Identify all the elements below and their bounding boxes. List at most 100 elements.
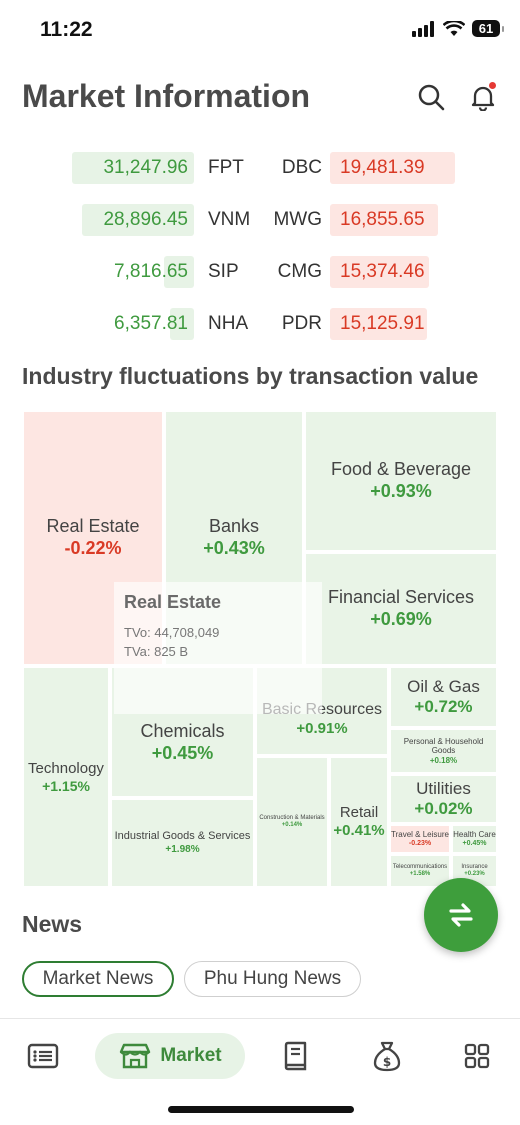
book-icon — [284, 1041, 307, 1071]
tile-change: -0.23% — [408, 839, 432, 847]
ticker-left-symbol: SIP — [208, 261, 239, 282]
notification-dot — [489, 82, 496, 89]
home-indicator — [168, 1106, 354, 1113]
tile-change: +0.45% — [151, 743, 214, 763]
treemap-tile-travel-leisure[interactable]: Travel & Leisure -0.23% — [389, 824, 451, 854]
ticker-right-bar — [330, 308, 427, 340]
tile-change: +0.14% — [281, 822, 303, 828]
treemap-tile-technology[interactable]: Technology +1.15% — [22, 666, 110, 888]
ticker-left-symbol: NHA — [208, 313, 249, 334]
nav-item-book[interactable] — [272, 1033, 318, 1079]
tile-change: -0.22% — [64, 538, 122, 558]
money-bag-icon: $ — [373, 1041, 401, 1072]
ticker-row[interactable]: 31,247.96 FPT DBC 19,481.39 — [0, 152, 520, 188]
tile-change: +1.15% — [42, 777, 90, 794]
nav-item-money-bag[interactable]: $ — [364, 1033, 410, 1079]
ticker-left-value: 28,896.45 — [103, 209, 188, 230]
industry-section-title: Industry fluctuations by transaction val… — [22, 363, 479, 389]
treemap-tile-food-beverage[interactable]: Food & Beverage +0.93% — [304, 410, 498, 552]
tile-name: Real Estate — [46, 516, 140, 537]
switch-fab-button[interactable] — [424, 878, 498, 952]
ticker-right-symbol: DBC — [281, 157, 322, 178]
tile-name: Travel & Leisure — [391, 830, 449, 839]
ticker-right-symbol: PDR — [281, 313, 322, 334]
tab-phu-hung-news[interactable]: Phu Hung News — [184, 961, 361, 997]
status-icons: 61 — [412, 20, 504, 37]
ticker-right-bar — [330, 204, 438, 236]
ticker-row[interactable]: 7,816.65 SIP CMG 15,374.46 — [0, 256, 520, 292]
ticker-right-symbol: MWG — [273, 209, 322, 230]
wifi-icon — [443, 20, 465, 36]
treemap-tile-industrial-goods-services[interactable]: Industrial Goods & Services +1.98% — [110, 798, 255, 888]
tile-name: Chemicals — [140, 721, 225, 742]
tile-name: Utilities — [416, 778, 471, 798]
ticker-right-value: 19,481.39 — [340, 157, 425, 178]
ticker-right-value: 16,855.65 — [340, 209, 425, 230]
grid-icon — [464, 1043, 490, 1069]
treemap-tile-financial-services[interactable]: Financial Services +0.69% — [304, 552, 498, 666]
status-bar: 11:22 61 — [0, 0, 520, 62]
treemap-tile-utilities[interactable]: Utilities +0.02% — [389, 774, 498, 824]
search-button[interactable] — [414, 80, 448, 114]
tile-change: +1.98% — [165, 843, 200, 855]
ticker-right-bar — [330, 152, 455, 184]
status-time: 11:22 — [40, 18, 93, 41]
treemap-tile-retail[interactable]: Retail +0.41% — [329, 756, 389, 888]
ticker-left-bar — [82, 204, 194, 236]
ticker-row[interactable]: 6,357.81 NHA PDR 15,125.91 — [0, 308, 520, 344]
tile-name: Technology — [28, 759, 104, 777]
tile-change: +0.43% — [203, 538, 265, 558]
tooltip-tvo: TVo: 44,708,049 — [124, 625, 220, 640]
tab-market-news[interactable]: Market News — [22, 961, 174, 997]
treemap-tile-oil-gas[interactable]: Oil & Gas +0.72% — [389, 666, 498, 728]
tile-change: +0.45% — [462, 839, 487, 847]
tile-name: Industrial Goods & Services — [114, 830, 251, 843]
list-icon — [27, 1043, 59, 1069]
ticker-left-value: 6,357.81 — [114, 313, 188, 334]
tile-name: Food & Beverage — [330, 459, 472, 480]
treemap-tile-personal-household-goods[interactable]: Personal & Household Goods +0.18% — [389, 728, 498, 774]
tile-name: Telecommunications — [392, 863, 448, 870]
tile-change: +0.02% — [414, 799, 473, 818]
notification-button[interactable] — [466, 80, 500, 114]
tile-change: +0.41% — [333, 822, 385, 839]
tile-name: Oil & Gas — [407, 676, 480, 696]
ticker-right-symbol: CMG — [277, 261, 322, 282]
market-store-icon — [120, 1043, 151, 1069]
tile-name: Insurance — [461, 863, 488, 870]
tooltip-tva: TVa: 825 B — [124, 644, 189, 659]
tile-change: +0.91% — [296, 719, 348, 737]
ticker-right-value: 15,374.46 — [340, 261, 425, 282]
svg-text:$: $ — [383, 1055, 391, 1069]
battery-icon: 61 — [472, 20, 504, 37]
ticker-left-symbol: VNM — [208, 209, 251, 230]
tile-change: +0.69% — [370, 609, 432, 629]
tile-name: Personal & Household Goods — [403, 736, 484, 756]
tile-name: Construction & Materials — [259, 814, 325, 821]
tile-change: +1.58% — [409, 871, 431, 877]
treemap-tile-health-care[interactable]: Health Care +0.45% — [451, 824, 498, 854]
search-icon — [418, 84, 445, 111]
tile-change: +0.23% — [464, 871, 485, 877]
ticker-left-bar — [72, 152, 194, 184]
ticker-row[interactable]: 28,896.45 VNM MWG 16,855.65 — [0, 204, 520, 240]
nav-item-grid[interactable] — [454, 1033, 500, 1079]
treemap-tile-telecommunications[interactable]: Telecommunications +1.58% — [389, 854, 451, 888]
ticker-left-bar — [164, 256, 194, 288]
cellular-signal-icon — [412, 20, 434, 37]
nav-item-market[interactable]: Market — [95, 1033, 245, 1079]
swap-arrows-icon — [449, 903, 473, 927]
ticker-left-value: 31,247.96 — [103, 157, 188, 178]
tooltip-title: Real Estate — [124, 592, 222, 612]
ticker-left-symbol: FPT — [208, 157, 244, 178]
treemap-tile-construction-materials[interactable]: Construction & Materials +0.14% — [255, 756, 329, 888]
ticker-left-value: 7,816.65 — [114, 261, 188, 282]
nav-item-list[interactable] — [20, 1033, 66, 1079]
tile-name: Health Care — [453, 830, 496, 839]
news-section-title: News — [22, 911, 83, 937]
tile-name: Retail — [339, 804, 379, 821]
tile-change: +0.72% — [414, 697, 473, 716]
tile-change: +0.18% — [429, 755, 458, 765]
ticker-right-value: 15,125.91 — [340, 313, 425, 334]
tile-name: Financial Services — [327, 587, 475, 608]
